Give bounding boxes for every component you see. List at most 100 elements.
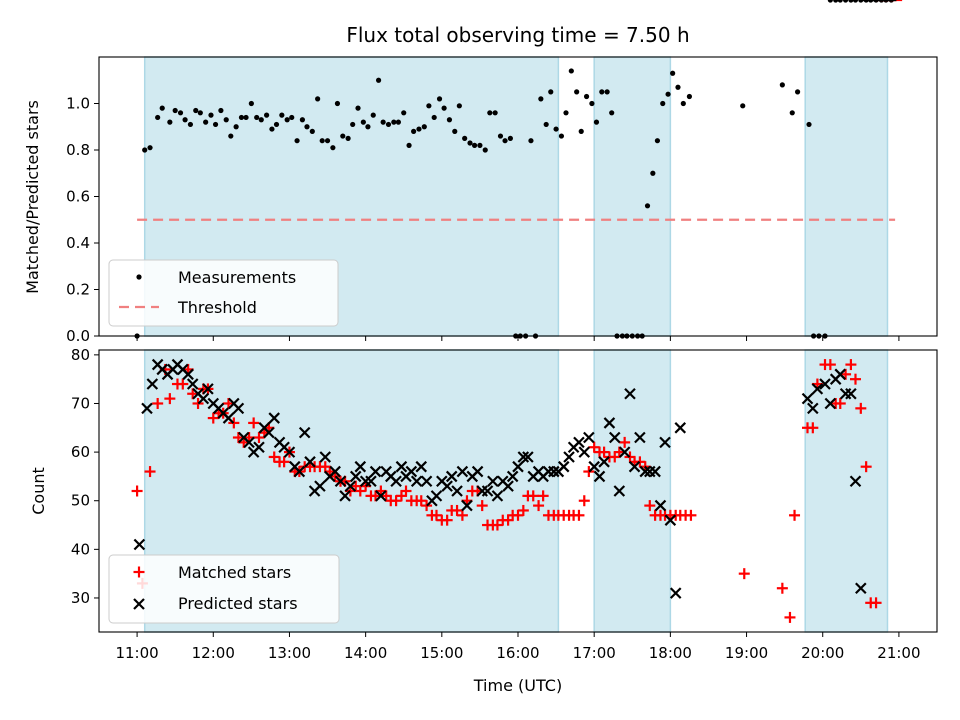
matched-point <box>421 500 433 512</box>
matched-point <box>527 490 539 502</box>
measurement-point <box>142 147 148 153</box>
bottom-y-tick-label: 70 <box>71 394 90 412</box>
measurement-point <box>578 128 584 134</box>
measurement-point <box>604 89 610 95</box>
measurement-point <box>543 121 549 128</box>
top-window-1 <box>593 56 672 337</box>
x-tick-label: 11:00 <box>115 644 158 662</box>
matched-point <box>232 432 244 444</box>
cross-b <box>354 460 367 473</box>
measurement-point <box>350 121 356 128</box>
measurement-point <box>665 91 671 97</box>
predicted-point <box>639 465 652 478</box>
matched-point <box>223 397 235 409</box>
matched-point <box>870 597 882 609</box>
chart-title: Flux total observing time = 7.50 h <box>346 23 689 47</box>
cross-b <box>845 387 857 400</box>
measurement-point <box>660 100 666 107</box>
cross-b <box>369 465 382 478</box>
cross-b <box>293 465 306 478</box>
predicted-point <box>390 475 402 488</box>
cross-b <box>557 460 570 473</box>
cross-b <box>824 397 837 410</box>
measurement-point <box>686 93 693 100</box>
predicted-point <box>430 490 443 502</box>
measurement-point <box>794 89 801 95</box>
top-y-tick-label: 0.8 <box>66 141 90 159</box>
matched-point <box>789 509 801 521</box>
cross-b <box>583 431 595 444</box>
cross-b <box>171 358 184 371</box>
matched-point <box>807 422 819 434</box>
measurement-point <box>426 103 432 109</box>
measurement-point <box>492 110 498 116</box>
legend-measurement-marker <box>136 274 142 280</box>
measurement-point <box>294 138 300 144</box>
measurement-point <box>583 93 590 100</box>
predicted-point <box>618 446 631 458</box>
cross-b <box>283 446 296 458</box>
predicted-point <box>349 470 362 483</box>
measurement-point <box>360 119 366 125</box>
bottom-x-axis: 11:00 12:00 13:00 14:00 15:00 16:00 17:00 18:00… <box>115 632 921 662</box>
cross-b <box>548 465 560 478</box>
measurement-point <box>558 133 565 139</box>
cross-b <box>339 490 351 502</box>
predicted-point <box>186 378 199 390</box>
cross-b <box>506 470 519 483</box>
cross-b <box>207 397 220 410</box>
predicted-point <box>202 383 214 395</box>
measurement-point <box>197 110 203 116</box>
cross-b <box>298 426 311 439</box>
matched-point <box>192 397 204 409</box>
predicted-point <box>491 490 504 502</box>
measurement-point <box>401 110 407 116</box>
cross-b <box>456 465 469 478</box>
cross-b <box>834 368 847 381</box>
cross-b <box>461 499 473 512</box>
cross-b <box>578 446 591 458</box>
cross-b <box>133 598 145 610</box>
measurement-point <box>548 89 554 95</box>
predicted-point <box>654 499 667 512</box>
matched-point <box>776 582 788 594</box>
predicted-point <box>506 470 519 483</box>
measurement-point <box>456 103 462 109</box>
predicted-point <box>603 417 616 429</box>
matched-point <box>152 397 164 409</box>
measurement-point <box>848 0 854 3</box>
cross-b <box>563 451 575 463</box>
predicted-point <box>319 451 332 463</box>
cross-b <box>674 422 687 434</box>
measurement-point <box>528 138 534 144</box>
predicted-point <box>253 441 265 454</box>
predicted-point <box>314 480 326 492</box>
cross-b <box>441 480 453 492</box>
measurement-point <box>167 119 173 125</box>
measurement-point <box>208 112 214 118</box>
top-y-tick-label: 1.0 <box>66 95 90 113</box>
cross-b <box>659 436 671 449</box>
measurement-point <box>385 121 392 128</box>
predicted-point <box>344 480 357 492</box>
measurement-point <box>319 138 325 144</box>
x-tick-label: 19:00 <box>725 644 768 662</box>
predicted-point <box>263 426 275 439</box>
cross-b <box>304 456 316 468</box>
measurement-point <box>370 112 376 118</box>
cross-b <box>588 460 600 473</box>
predicted-point <box>557 460 570 473</box>
cross-b <box>344 480 357 492</box>
measurement-point <box>223 117 229 123</box>
measurement-point <box>416 126 422 132</box>
matched-point <box>855 402 867 414</box>
predicted-point <box>232 402 245 415</box>
matched-point <box>228 417 240 429</box>
cross-b <box>232 402 245 415</box>
predicted-point <box>222 412 235 424</box>
matched-point <box>634 456 646 468</box>
top-legend: Measurements Threshold <box>108 259 339 327</box>
predicted-point <box>243 436 255 449</box>
cross-b <box>801 392 814 405</box>
